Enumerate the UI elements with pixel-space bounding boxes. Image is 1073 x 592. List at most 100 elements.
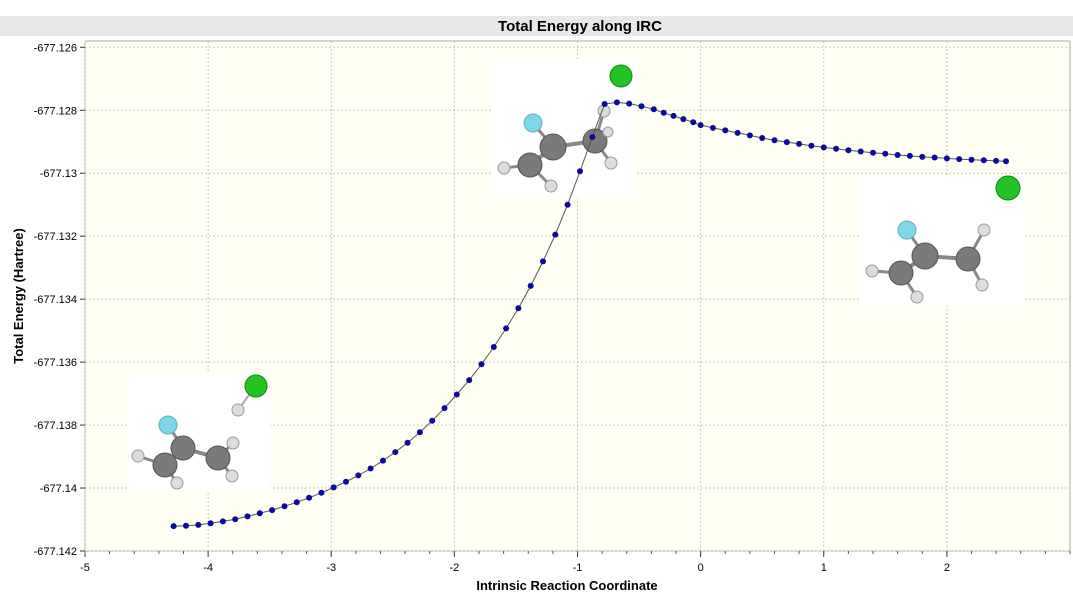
- molecule-inset-reactant: [128, 372, 270, 492]
- y-tick-label: -677.138: [34, 420, 77, 432]
- y-tick-label: -677.14: [40, 483, 77, 495]
- series-line: [173, 101, 1007, 527]
- data-point: [441, 405, 448, 412]
- molecule-inset-transition-state: [492, 60, 637, 198]
- data-point: [722, 127, 729, 134]
- data-point: [318, 489, 325, 496]
- x-tick-label: -3: [326, 562, 336, 574]
- data-point: [515, 305, 522, 312]
- data-point: [195, 521, 202, 528]
- data-point: [746, 132, 753, 139]
- data-point: [1003, 158, 1009, 165]
- data-point: [670, 112, 677, 119]
- data-point: [232, 516, 239, 523]
- x-tick-label: -5: [80, 562, 90, 574]
- data-point: [269, 507, 276, 514]
- data-point: [527, 282, 534, 289]
- data-point: [680, 116, 687, 123]
- data-point: [306, 494, 313, 501]
- data-point: [404, 439, 411, 446]
- y-tick-label: -677.13: [40, 168, 77, 180]
- data-point: [330, 484, 337, 491]
- y-axis-ticks: -677.126 -677.128 -677.13 -677.132 -677.134 -…: [34, 42, 85, 558]
- grid: [84, 41, 1070, 552]
- data-point: [956, 156, 963, 163]
- data-point: [650, 106, 657, 113]
- data-point: [919, 153, 926, 160]
- data-point: [552, 231, 559, 238]
- data-point: [490, 344, 497, 350]
- data-point: [820, 144, 827, 151]
- data-point: [894, 152, 901, 158]
- data-point: [453, 391, 460, 398]
- y-tick-label: -677.126: [34, 42, 77, 54]
- data-point: [183, 522, 189, 529]
- y-tick-label: -677.136: [34, 357, 77, 369]
- data-point: [293, 499, 300, 506]
- x-tick-label: 0: [698, 562, 704, 574]
- data-point: [709, 124, 716, 131]
- data-point: [943, 155, 950, 162]
- data-point: [564, 201, 571, 208]
- data-point: [808, 142, 815, 149]
- x-tick-label: -4: [203, 562, 213, 574]
- data-point: [170, 523, 177, 530]
- data-point: [833, 145, 840, 152]
- data-point: [256, 510, 263, 517]
- x-axis-ticks: -5 -4 -3 -2 -1 0 1 2: [80, 551, 1071, 574]
- data-point: [244, 513, 251, 520]
- data-point: [416, 429, 423, 436]
- data-point: [968, 156, 975, 163]
- data-point: [697, 122, 704, 129]
- data-point: [993, 157, 1000, 164]
- y-tick-label: -677.134: [34, 294, 77, 306]
- data-point: [870, 149, 876, 156]
- data-point: [882, 150, 889, 157]
- data-point: [857, 148, 864, 155]
- y-axis-label: Total Energy (Hartree): [11, 228, 26, 364]
- data-point: [690, 119, 697, 126]
- data-point: [734, 129, 741, 136]
- data-point: [613, 99, 620, 106]
- data-point: [660, 109, 667, 116]
- data-point: [783, 139, 790, 146]
- x-tick-label: -1: [573, 562, 583, 574]
- x-tick-label: 2: [944, 562, 950, 574]
- energy-series: [170, 99, 1009, 530]
- title-bar: [0, 16, 1073, 36]
- data-point: [638, 103, 645, 110]
- y-tick-label: -677.142: [34, 546, 77, 558]
- molecule-inset-product: [860, 175, 1025, 306]
- y-tick-label: -677.132: [34, 231, 77, 243]
- data-point: [589, 134, 596, 140]
- data-point: [466, 377, 473, 384]
- data-point: [931, 154, 938, 161]
- data-point: [392, 449, 399, 456]
- data-point: [429, 417, 436, 424]
- data-point: [540, 258, 546, 265]
- data-point: [343, 478, 349, 485]
- x-tick-label: 1: [821, 562, 827, 574]
- data-point: [219, 518, 226, 525]
- data-point: [281, 503, 288, 510]
- data-point: [906, 152, 913, 159]
- data-point: [577, 168, 583, 175]
- data-point: [980, 157, 987, 164]
- data-point: [626, 100, 633, 107]
- data-point: [759, 135, 766, 141]
- data-point: [367, 465, 374, 472]
- data-point: [478, 361, 485, 368]
- data-point: [503, 325, 510, 332]
- data-point: [796, 140, 803, 147]
- data-point: [845, 147, 852, 154]
- x-axis-label: Intrinsic Reaction Coordinate: [476, 578, 657, 592]
- data-point: [380, 457, 386, 464]
- data-point: [771, 137, 778, 144]
- data-point: [207, 520, 214, 527]
- y-tick-label: -677.128: [34, 105, 77, 117]
- data-point: [355, 472, 362, 479]
- chart-title: Total Energy along IRC: [498, 18, 662, 35]
- x-tick-label: -2: [449, 562, 459, 574]
- data-point: [601, 101, 608, 107]
